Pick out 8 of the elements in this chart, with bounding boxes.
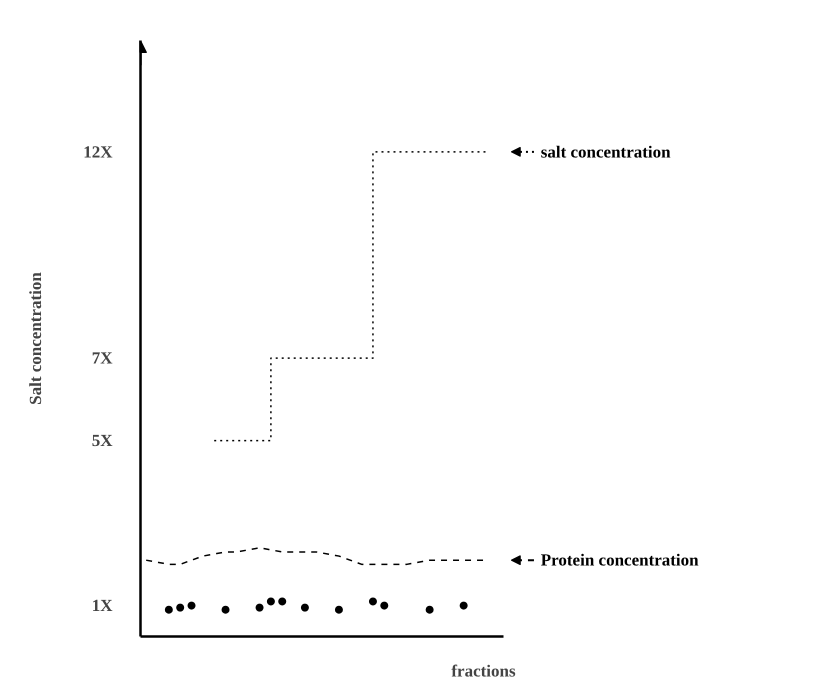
legend-label: Protein concentration bbox=[540, 550, 700, 570]
y-tick-label: 1X bbox=[92, 596, 114, 616]
y-tick-label: 12X bbox=[83, 142, 114, 162]
x-axis-title: fractions bbox=[451, 662, 516, 680]
y-tick-label: 7X bbox=[92, 348, 114, 368]
y-axis-title: Salt concentration bbox=[26, 272, 46, 405]
y-tick-label: 5X bbox=[92, 431, 114, 450]
legend-label: salt concentration bbox=[540, 142, 672, 162]
